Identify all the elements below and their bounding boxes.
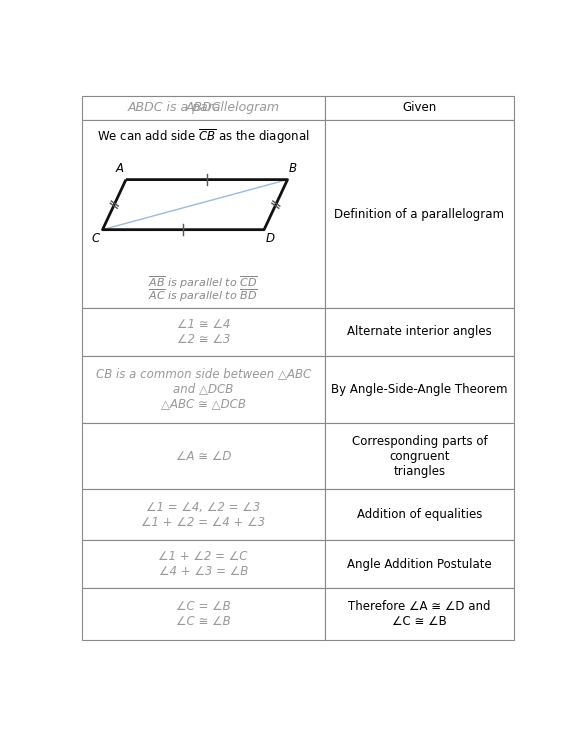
Text: $\overline{AB}$ is parallel to $\overline{CD}$: $\overline{AB}$ is parallel to $\overlin… — [148, 274, 258, 291]
Bar — [81, 588, 325, 640]
Text: ∠1 ≅ ∠4
∠2 ≅ ∠3: ∠1 ≅ ∠4 ∠2 ≅ ∠3 — [177, 318, 230, 346]
Bar — [81, 96, 325, 120]
Bar — [81, 356, 325, 423]
Text: We can add side $\overline{CB}$ as the diagonal: We can add side $\overline{CB}$ as the d… — [97, 127, 310, 146]
Text: ∠A ≅ ∠D: ∠A ≅ ∠D — [175, 450, 231, 462]
Bar — [325, 540, 514, 588]
Text: By Angle-Side-Angle Theorem: By Angle-Side-Angle Theorem — [331, 383, 508, 396]
Bar — [325, 356, 514, 423]
Text: Angle Addition Postulate: Angle Addition Postulate — [347, 558, 492, 571]
Bar — [81, 540, 325, 588]
Text: ∠1 = ∠4, ∠2 = ∠3
∠1 + ∠2 = ∠4 + ∠3: ∠1 = ∠4, ∠2 = ∠3 ∠1 + ∠2 = ∠4 + ∠3 — [141, 501, 266, 529]
Bar — [325, 120, 514, 308]
Bar — [81, 308, 325, 356]
Text: CB is a common side between △ABC
and △DCB
△ABC ≅ △DCB: CB is a common side between △ABC and △DC… — [96, 367, 311, 410]
Text: Definition of a parallelogram: Definition of a parallelogram — [334, 208, 504, 221]
Text: A: A — [115, 162, 123, 175]
Bar — [325, 489, 514, 540]
Text: Given: Given — [402, 101, 436, 114]
Bar — [325, 423, 514, 489]
Bar — [325, 588, 514, 640]
Text: ABDC is a parallelogram: ABDC is a parallelogram — [127, 101, 279, 114]
Text: Alternate interior angles: Alternate interior angles — [347, 325, 492, 338]
Text: Addition of equalities: Addition of equalities — [357, 508, 482, 521]
Text: Therefore ∠A ≅ ∠D and
∠C ≅ ∠B: Therefore ∠A ≅ ∠D and ∠C ≅ ∠B — [348, 600, 490, 628]
Text: ∠C = ∠B
∠C ≅ ∠B: ∠C = ∠B ∠C ≅ ∠B — [176, 600, 231, 628]
Text: D: D — [266, 232, 275, 245]
Text: ∠1 + ∠2 = ∠C
∠4 + ∠3 = ∠B: ∠1 + ∠2 = ∠C ∠4 + ∠3 = ∠B — [159, 550, 248, 578]
Text: $\overline{AC}$ is parallel to $\overline{BD}$: $\overline{AC}$ is parallel to $\overlin… — [148, 287, 258, 304]
Text: ABDC: ABDC — [185, 101, 221, 114]
Bar — [81, 423, 325, 489]
Bar — [81, 489, 325, 540]
Bar — [325, 96, 514, 120]
Text: C: C — [92, 232, 100, 245]
Bar — [81, 120, 325, 308]
Text: B: B — [289, 162, 297, 175]
Bar — [325, 308, 514, 356]
Text: Corresponding parts of
congruent
triangles: Corresponding parts of congruent triangl… — [352, 434, 487, 477]
